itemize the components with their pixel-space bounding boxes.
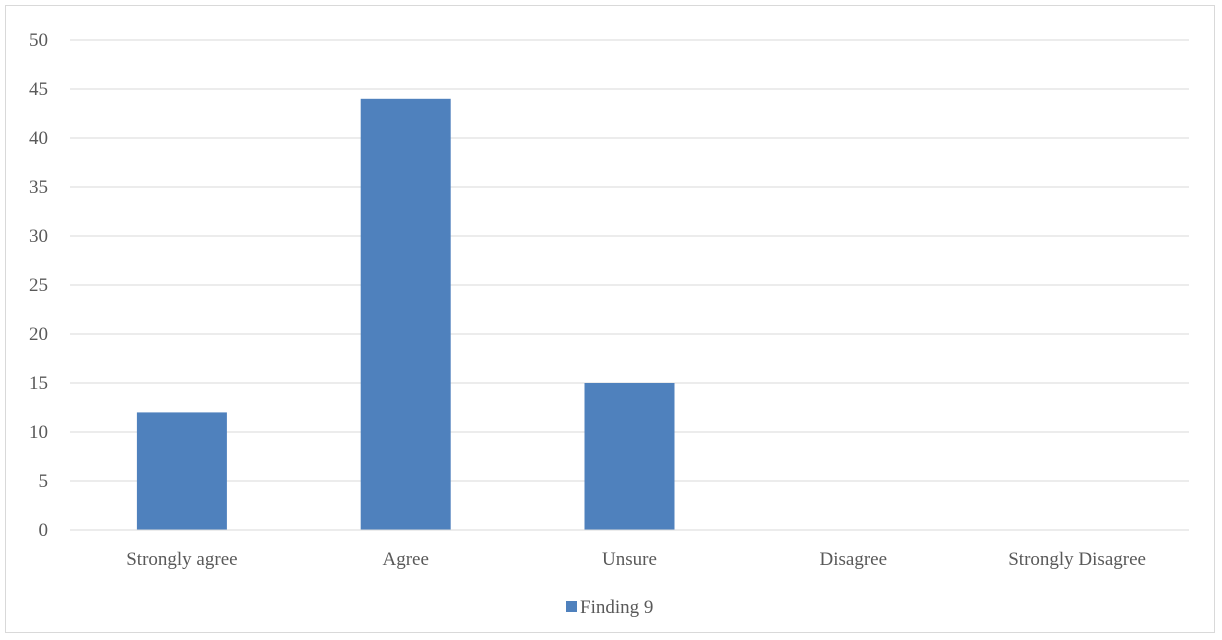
y-tick-label: 50	[29, 30, 48, 51]
bar	[584, 383, 675, 530]
y-tick-label: 35	[29, 177, 48, 198]
gridlines	[70, 39, 1189, 482]
x-tick-label: Disagree	[820, 549, 888, 570]
y-tick-label: 15	[29, 373, 48, 394]
x-axis-ticks: Strongly agree Agree Unsure Disagree Strongl…	[126, 549, 1146, 570]
bars	[136, 98, 675, 531]
x-tick-label: Strongly agree	[126, 549, 237, 570]
y-tick-label: 0	[39, 520, 49, 541]
legend-label-finding-9: Finding 9	[580, 597, 653, 618]
legend-swatch-finding-9	[566, 601, 577, 612]
y-tick-label: 10	[29, 422, 48, 443]
bar	[136, 412, 227, 530]
x-tick-label: Agree	[382, 549, 428, 570]
bar	[360, 98, 451, 531]
x-tick-label: Unsure	[602, 549, 657, 570]
y-axis-ticks: 0 5 10 15 20 25 30 35 40 45 50	[29, 30, 48, 541]
x-tick-label: Strongly Disagree	[1008, 549, 1146, 570]
y-tick-label: 5	[39, 471, 49, 492]
y-tick-label: 25	[29, 275, 48, 296]
legend: Finding 9	[566, 597, 653, 618]
y-tick-label: 45	[29, 79, 48, 100]
y-tick-label: 20	[29, 324, 48, 345]
y-tick-label: 30	[29, 226, 48, 247]
y-tick-label: 40	[29, 128, 48, 149]
